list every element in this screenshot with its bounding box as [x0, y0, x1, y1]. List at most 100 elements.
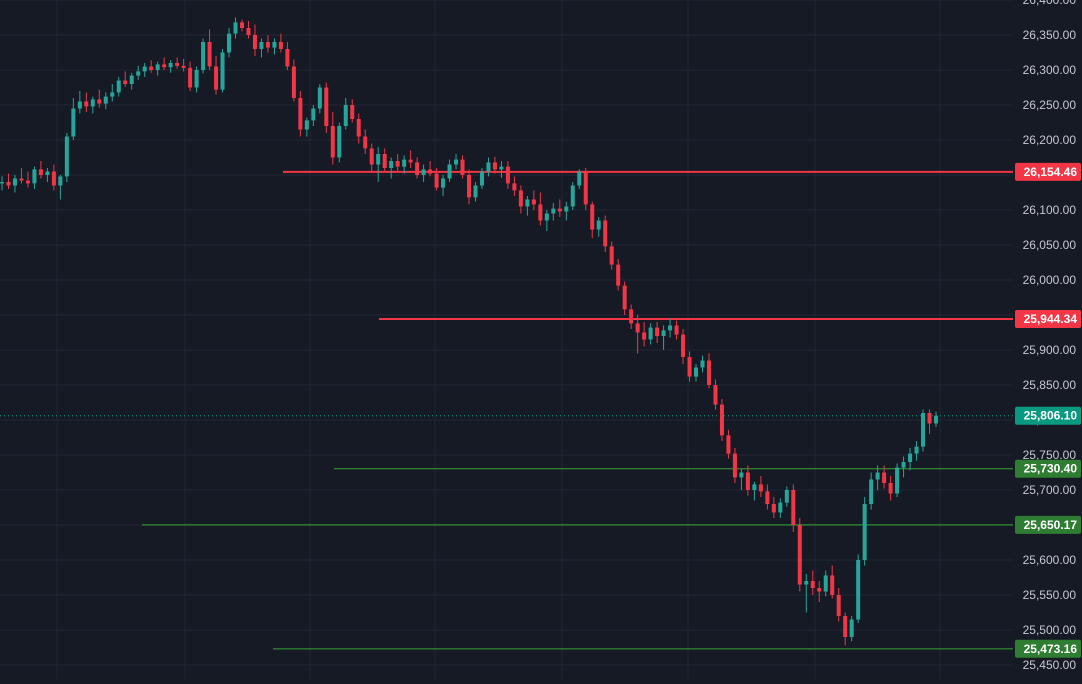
candle[interactable] — [272, 38, 277, 55]
candle[interactable] — [181, 58, 186, 72]
candle[interactable] — [58, 175, 63, 200]
candle[interactable] — [356, 113, 361, 144]
candle[interactable] — [298, 91, 303, 137]
candle[interactable] — [570, 182, 575, 210]
candle[interactable] — [629, 304, 634, 330]
candle[interactable] — [583, 168, 588, 210]
candle[interactable] — [38, 161, 43, 179]
candle[interactable] — [856, 554, 861, 623]
candle[interactable] — [103, 92, 108, 110]
candle[interactable] — [745, 465, 750, 496]
candle[interactable] — [492, 156, 497, 174]
candle[interactable] — [862, 497, 867, 566]
candle[interactable] — [564, 201, 569, 221]
candle[interactable] — [389, 157, 394, 179]
candle[interactable] — [706, 353, 711, 389]
candle[interactable] — [441, 175, 446, 196]
candle[interactable] — [0, 176, 5, 191]
candle[interactable] — [694, 364, 699, 382]
candle[interactable] — [830, 565, 835, 599]
candle[interactable] — [201, 38, 206, 74]
candle[interactable] — [518, 185, 523, 214]
candle[interactable] — [713, 379, 718, 410]
candle[interactable] — [544, 210, 549, 231]
candle[interactable] — [84, 92, 89, 112]
candle[interactable] — [804, 574, 809, 613]
candle[interactable] — [434, 168, 439, 191]
candle[interactable] — [278, 33, 283, 53]
candle[interactable] — [155, 61, 160, 76]
candle[interactable] — [596, 217, 601, 237]
candle[interactable] — [415, 157, 420, 179]
candle[interactable] — [136, 65, 141, 80]
candle[interactable] — [875, 465, 880, 491]
candle[interactable] — [285, 42, 290, 70]
candle[interactable] — [311, 105, 316, 126]
candle[interactable] — [700, 355, 705, 373]
candle[interactable] — [376, 147, 381, 182]
candle[interactable] — [752, 481, 757, 501]
candle[interactable] — [933, 411, 939, 427]
candle[interactable] — [590, 201, 595, 238]
candle[interactable] — [849, 616, 854, 642]
candle[interactable] — [914, 441, 919, 461]
candle[interactable] — [317, 84, 322, 114]
candle[interactable] — [921, 409, 926, 452]
candle[interactable] — [622, 281, 627, 315]
candle[interactable] — [142, 63, 147, 77]
candle[interactable] — [194, 66, 199, 93]
candle[interactable] — [428, 161, 433, 177]
candle[interactable] — [719, 399, 724, 441]
candle[interactable] — [395, 154, 400, 172]
candle[interactable] — [635, 315, 640, 354]
candle[interactable] — [363, 129, 368, 155]
candle[interactable] — [505, 161, 510, 189]
candle[interactable] — [239, 19, 244, 32]
candle[interactable] — [19, 168, 24, 184]
candle[interactable] — [791, 484, 796, 532]
candle[interactable] — [466, 169, 472, 205]
candle[interactable] — [908, 448, 913, 471]
candle[interactable] — [609, 241, 614, 270]
candle[interactable] — [797, 518, 802, 592]
candle[interactable] — [687, 351, 692, 382]
candle[interactable] — [648, 323, 653, 345]
candle[interactable] — [577, 169, 582, 189]
candle[interactable] — [369, 143, 374, 172]
candle[interactable] — [116, 77, 121, 97]
candle[interactable] — [512, 176, 517, 196]
candle[interactable] — [927, 409, 932, 435]
candle[interactable] — [836, 588, 841, 622]
candle[interactable] — [350, 99, 355, 123]
candle[interactable] — [64, 133, 69, 182]
candle[interactable] — [6, 173, 11, 189]
candle[interactable] — [123, 71, 128, 87]
candle[interactable] — [259, 38, 264, 58]
candle[interactable] — [25, 171, 30, 188]
candle[interactable] — [674, 320, 679, 340]
candle[interactable] — [77, 91, 82, 114]
candle[interactable] — [551, 203, 556, 221]
candle[interactable] — [817, 581, 822, 602]
candle[interactable] — [149, 60, 154, 73]
candle[interactable] — [869, 472, 874, 510]
candle[interactable] — [473, 182, 478, 202]
candle[interactable] — [175, 57, 180, 69]
candle[interactable] — [771, 497, 776, 518]
candle[interactable] — [726, 429, 731, 459]
candle[interactable] — [739, 469, 744, 490]
candle[interactable] — [479, 168, 484, 189]
candle[interactable] — [402, 155, 407, 174]
candle[interactable] — [188, 61, 193, 91]
candle[interactable] — [765, 484, 770, 510]
candle[interactable] — [447, 159, 452, 182]
candle[interactable] — [895, 463, 900, 497]
candle[interactable] — [681, 329, 686, 364]
candle[interactable] — [408, 150, 413, 169]
candle[interactable] — [642, 322, 647, 347]
candle[interactable] — [668, 318, 673, 338]
candle[interactable] — [32, 166, 37, 189]
candle[interactable] — [45, 168, 50, 182]
